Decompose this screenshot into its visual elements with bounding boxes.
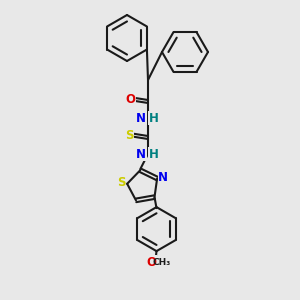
- Text: CH₃: CH₃: [152, 258, 171, 267]
- Text: S: S: [125, 129, 133, 142]
- Text: N: N: [136, 148, 146, 160]
- Text: H: H: [149, 148, 159, 160]
- Text: H: H: [149, 112, 159, 124]
- Text: N: N: [136, 112, 146, 124]
- Text: O: O: [146, 256, 157, 268]
- Text: N: N: [158, 171, 168, 184]
- Text: O: O: [125, 93, 135, 106]
- Text: S: S: [117, 176, 125, 189]
